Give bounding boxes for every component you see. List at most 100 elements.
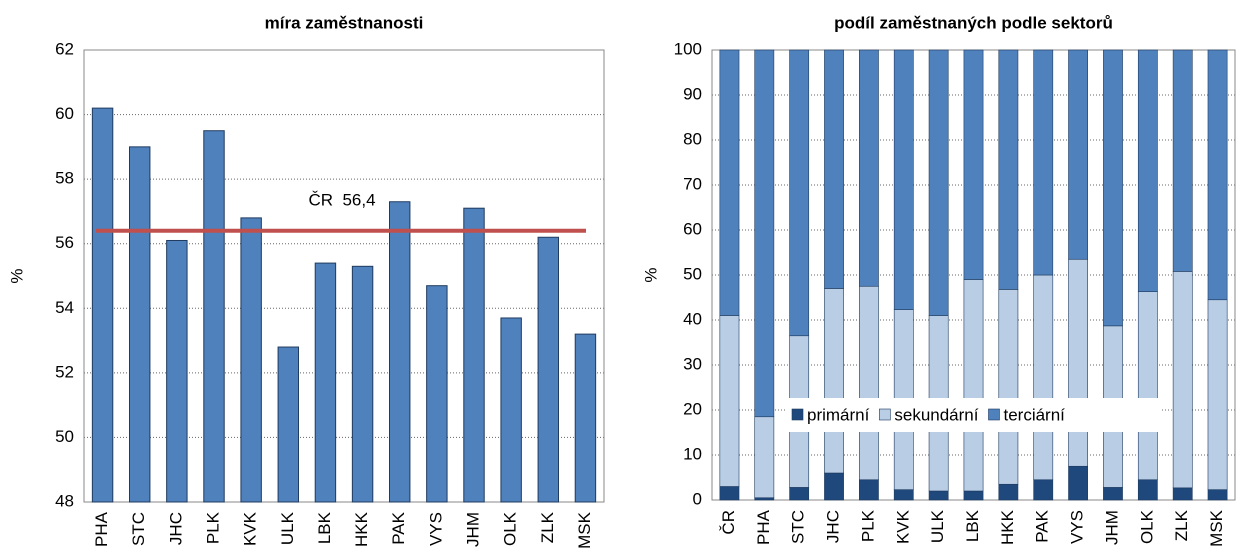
bar-segment — [998, 289, 1019, 485]
x-tick-label: PLK — [858, 509, 877, 542]
x-tick-label: OLK — [1137, 509, 1156, 544]
x-tick-label: PLK — [203, 511, 222, 544]
y-tick-label: 100 — [674, 39, 702, 58]
bar-segment — [1068, 258, 1088, 467]
legend-label: sekundární — [894, 405, 978, 424]
x-tick-label: JHC — [824, 510, 843, 543]
y-tick-label: 48 — [55, 491, 74, 510]
bar-segment — [963, 279, 984, 492]
bar — [351, 265, 374, 503]
bar-segment — [963, 49, 984, 280]
bar-segment — [1207, 49, 1228, 301]
x-tick-label: VYS — [426, 512, 445, 546]
bar-segment — [893, 489, 914, 501]
x-tick-label: LBK — [963, 509, 982, 542]
bar-segment — [859, 285, 879, 481]
x-tick-label: HKK — [998, 509, 1017, 545]
bar-segment — [1103, 49, 1123, 327]
y-tick-label: 0 — [693, 489, 702, 508]
bar-segment — [859, 479, 879, 501]
x-tick-label: STC — [129, 512, 148, 546]
bar-segment — [859, 49, 879, 287]
reference-label: ČR 56,4 — [308, 190, 375, 209]
bar-segment — [1033, 49, 1054, 276]
bar-segment — [1207, 299, 1228, 490]
plot-frame — [83, 49, 605, 503]
x-tick-label: KVK — [241, 511, 260, 546]
bar — [537, 236, 559, 503]
y-tick-label: 20 — [683, 399, 702, 418]
bar — [166, 239, 188, 503]
bar-segment — [1172, 49, 1193, 272]
bar — [277, 346, 300, 503]
bar-segment — [1033, 479, 1054, 501]
y-tick-label: 50 — [55, 427, 74, 446]
bar-segment — [824, 288, 844, 474]
bar-segment — [754, 416, 775, 499]
legend-swatch — [988, 408, 1000, 421]
y-tick-label: 90 — [683, 84, 702, 103]
legend-box — [785, 398, 1162, 432]
bar-segment — [1207, 489, 1228, 501]
legend-label: terciární — [1003, 405, 1065, 424]
x-tick-label: ČR — [719, 510, 738, 535]
y-tick-label: 62 — [55, 39, 74, 58]
bar — [426, 285, 448, 503]
x-tick-label: ZLK — [538, 511, 557, 543]
bar-segment — [754, 49, 775, 418]
legend: primární sekundární terciární — [785, 398, 1162, 432]
bar-segment — [1068, 465, 1088, 501]
bar-segment — [1103, 487, 1123, 501]
y-axis-label: % — [641, 267, 660, 282]
bar — [240, 217, 262, 503]
chart-title: míra zaměstnanosti — [265, 13, 424, 32]
x-tick-label: OLK — [501, 511, 520, 546]
bar-segment — [1068, 49, 1088, 260]
bar-segment — [1172, 271, 1193, 489]
bar-segment — [1033, 274, 1054, 481]
y-tick-label: 56 — [55, 233, 74, 252]
x-tick-label: JHM — [463, 512, 482, 547]
legend-swatch — [879, 408, 891, 421]
bar-segment — [893, 49, 914, 310]
y-tick-label: 70 — [683, 174, 702, 193]
bar — [314, 262, 337, 503]
y-tick-label: 60 — [683, 219, 702, 238]
x-tick-label: STC — [789, 510, 808, 544]
bar — [500, 317, 522, 503]
bar — [91, 107, 114, 503]
x-tick-label: KVK — [893, 509, 912, 544]
x-tick-label: ULK — [278, 511, 297, 545]
x-tick-label: MSK — [575, 511, 594, 549]
bar-segment — [963, 490, 984, 501]
bar-segment — [1137, 291, 1158, 481]
bar — [574, 333, 597, 503]
y-tick-label: 58 — [55, 169, 74, 188]
y-tick-label: 80 — [683, 129, 702, 148]
x-tick-label: HKK — [352, 511, 371, 547]
x-tick-label: PHA — [754, 509, 773, 545]
bar-segment — [789, 487, 810, 501]
x-tick-label: JHC — [166, 512, 185, 545]
bar-segment — [754, 497, 775, 501]
bar-segment — [928, 490, 949, 501]
y-tick-label: 52 — [55, 362, 74, 381]
bar-segment — [998, 483, 1019, 501]
x-tick-label: PHA — [92, 511, 111, 547]
bar-segment — [1137, 49, 1158, 292]
x-tick-label: LBK — [315, 511, 334, 544]
chart-title: podíl zaměstnaných podle sektorů — [834, 13, 1113, 32]
bar-segment — [789, 49, 810, 337]
bar — [463, 207, 485, 503]
x-tick-label: ULK — [928, 509, 947, 543]
x-tick-label: VYS — [1068, 510, 1087, 544]
x-tick-label: JHM — [1102, 510, 1121, 545]
bar — [129, 146, 151, 503]
bar-segment — [1172, 487, 1193, 501]
legend-label: primární — [807, 405, 870, 424]
x-tick-label: ZLK — [1172, 509, 1191, 541]
y-tick-label: 50 — [683, 264, 702, 283]
bar-segment — [998, 49, 1019, 290]
x-tick-label: MSK — [1207, 509, 1226, 547]
